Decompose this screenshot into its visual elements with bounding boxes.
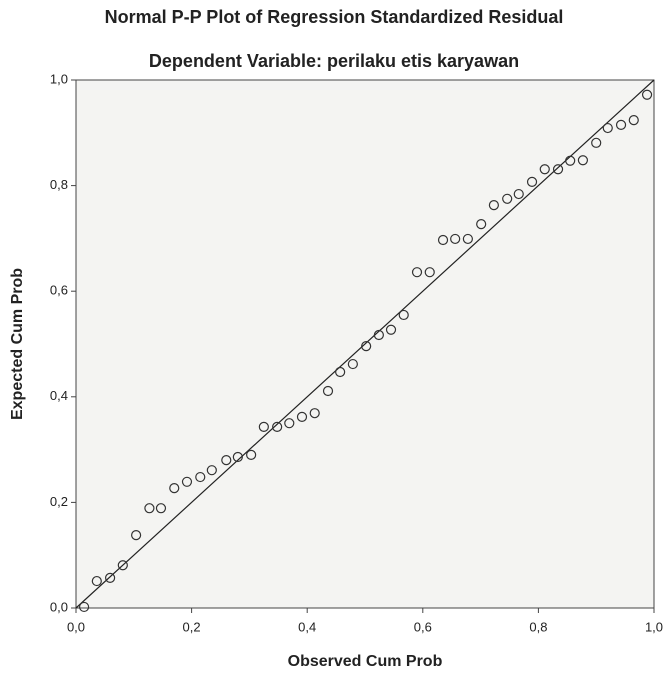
point [309,408,320,419]
point [131,530,142,541]
point [513,188,524,200]
point [437,234,449,246]
point [539,164,550,175]
point [169,483,180,494]
point [221,455,232,466]
point [347,358,358,370]
point [628,115,639,126]
point [246,449,257,460]
x-tick-label: 0,0 [67,619,85,634]
point [591,137,602,148]
point [155,503,167,514]
chart-title: Normal P-P Plot of Regression Standardiz… [105,7,564,27]
point [91,575,102,587]
y-tick-label: 0,4 [50,388,68,403]
point [488,200,499,211]
x-tick-label: 0,8 [529,619,547,634]
point [385,324,397,335]
reference-line [75,79,655,609]
point [411,267,423,278]
point [272,421,283,432]
point [476,219,487,230]
x-axis-label: Observed Cum Prob [288,653,443,670]
point [258,421,269,432]
point [450,233,461,245]
x-tick-label: 0,6 [414,619,432,634]
x-tick-label: 1,0 [645,619,663,634]
point [398,309,409,321]
y-tick-label: 0,0 [50,599,68,614]
point [296,411,308,422]
point [565,155,576,166]
y-tick-label: 0,2 [50,494,68,509]
point [117,560,128,571]
point [552,164,564,175]
point [144,503,155,514]
point [181,476,193,487]
point [335,366,346,378]
point [615,119,627,130]
point [577,155,589,166]
point [373,329,384,341]
point [284,418,295,429]
point [232,451,243,463]
point [502,193,513,204]
point [206,465,217,476]
point [602,122,613,134]
point [361,341,372,352]
x-tick-label: 0,4 [298,619,316,634]
point [105,572,116,584]
point [424,267,435,278]
y-tick-label: 1,0 [50,71,68,86]
x-tick-label: 0,2 [183,619,201,634]
point [322,385,334,397]
chart-subtitle: Dependent Variable: perilaku etis karyaw… [149,51,519,71]
y-axis-label: Expected Cum Prob [9,268,26,420]
point [195,471,206,483]
point [78,601,90,613]
point [641,89,653,100]
y-tick-label: 0,8 [50,177,68,192]
y-tick-label: 0,6 [50,283,68,298]
point [462,233,473,245]
point [526,176,538,188]
